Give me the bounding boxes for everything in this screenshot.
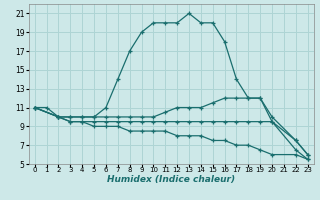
X-axis label: Humidex (Indice chaleur): Humidex (Indice chaleur) <box>107 175 235 184</box>
